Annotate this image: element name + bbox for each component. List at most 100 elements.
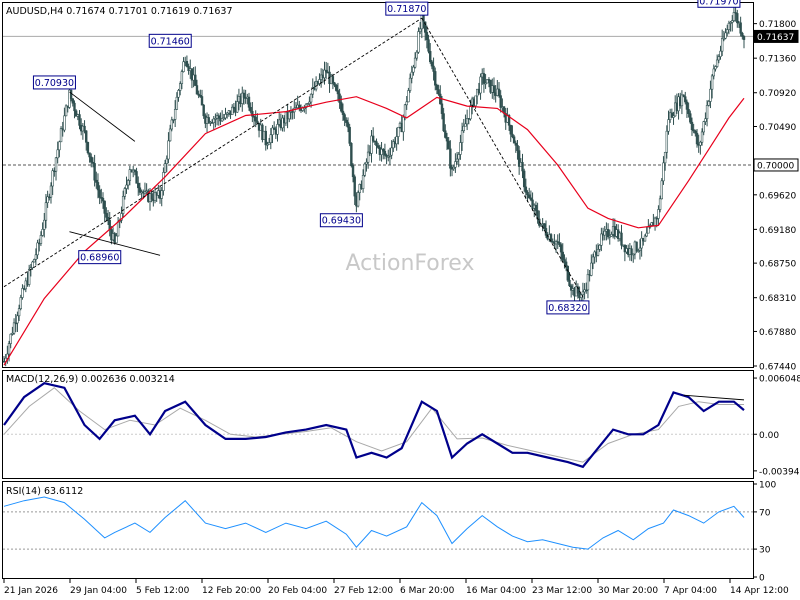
candle-body [370,135,373,154]
candle-body [153,192,157,201]
candle-body [492,85,496,93]
candle-body [88,152,91,158]
candle [333,81,336,88]
candle-body [202,104,205,117]
candle-body [522,170,526,188]
candle [232,103,236,114]
candle-body [645,232,648,237]
candle-body [178,83,182,91]
candle-body [135,171,138,184]
candle [220,110,224,122]
candle-body [465,118,469,125]
candle [408,73,412,93]
candle [90,153,93,168]
candle [700,128,704,146]
candle-body [526,192,529,196]
candle-body [415,51,418,59]
candle [177,88,180,102]
candle-body [341,110,345,115]
price-tick-label: 0.70490 [759,123,796,133]
candle-body [425,32,429,40]
candle-body [232,106,236,109]
candle [692,123,695,134]
candle [543,223,546,231]
candle [195,79,199,95]
candle [12,318,16,335]
candle-body [34,254,38,260]
candle-body [190,68,194,81]
candle-body [447,140,450,150]
candle-body [600,233,603,246]
candle-body [224,114,227,119]
candle [447,137,450,150]
candle [526,190,529,203]
level-price-tag: 0.70000 [757,161,794,171]
candle-body [484,82,487,85]
candle-body [684,96,687,103]
time-tick-label: 20 Feb 04:00 [268,586,327,596]
candle-body [242,92,246,98]
candle-body [200,96,204,106]
candle-body [95,179,98,183]
candle-body [380,148,383,155]
candle [672,111,675,125]
candle-body [231,106,234,115]
candle-body [709,88,712,102]
candle [685,99,689,118]
candle [21,284,24,300]
candle-body [559,244,563,253]
candle [492,77,496,100]
candle-body [59,128,63,143]
time-tick-label: 7 Apr 04:00 [664,586,717,596]
candle [267,137,271,145]
candle [19,294,22,311]
candle-body [194,74,197,86]
candle [85,130,88,151]
candle [444,124,447,139]
candle-body [376,145,380,148]
candle [440,96,444,120]
candle [249,102,252,114]
candle [437,84,440,96]
rsi-tick-label: 70 [759,508,771,518]
swing-label: 0.68320 [548,303,587,314]
candle-body [418,28,422,32]
candle-body [86,142,90,154]
candle [630,245,633,262]
candle [714,65,717,72]
candle-body [126,180,130,186]
candle [106,209,110,226]
candle [415,50,418,61]
candle-body [739,22,742,34]
candle [643,234,647,242]
candle-body [267,142,271,145]
price-tick-label: 0.67440 [759,363,796,373]
candle-body [93,163,96,181]
candle-body [689,113,692,123]
candle [340,95,343,113]
candle [212,116,215,131]
candle [39,231,43,247]
candle [606,223,610,240]
candle-body [412,66,415,73]
candle-body [586,273,590,291]
candle [581,282,585,301]
candle [254,110,257,128]
trendline [69,91,136,142]
candle-body [115,235,118,244]
candle-body [734,12,737,14]
macd-tick-label: 0.00 [759,431,779,441]
candle [43,212,46,238]
candle-body [430,61,434,67]
candle-body [442,113,445,132]
candle [600,227,603,252]
candle [59,126,63,143]
candle-body [610,234,613,237]
candle-body [74,110,78,117]
candle-body [390,147,393,156]
candle [121,190,125,218]
candle-body [707,101,710,106]
candle-body [311,87,314,95]
candle-body [521,162,524,172]
